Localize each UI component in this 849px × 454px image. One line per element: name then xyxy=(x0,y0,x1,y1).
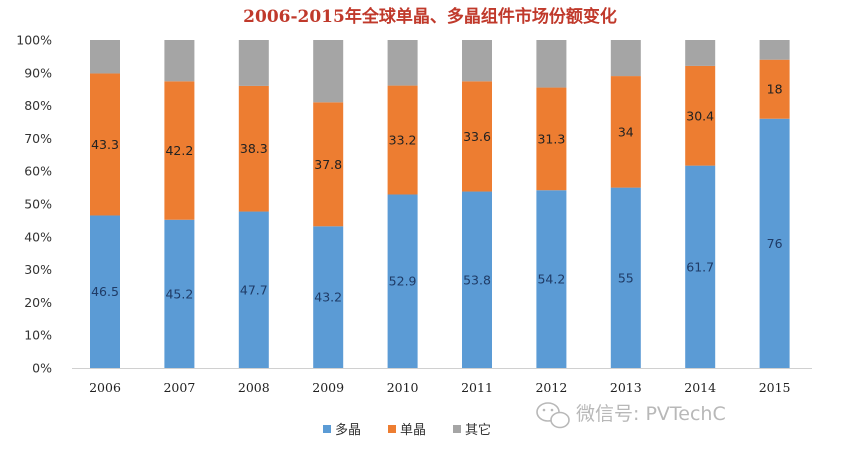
data-label: 33.6 xyxy=(463,129,491,144)
data-label: 42.2 xyxy=(165,143,193,158)
data-label: 34 xyxy=(618,124,634,139)
bar-segment xyxy=(387,40,418,86)
bar-segment xyxy=(238,211,269,368)
bar-segment xyxy=(759,40,790,60)
bars: 46.5 45.2 47.7 43.2 52.9 53.8 54.2 55 61.7 76 43.3… xyxy=(90,40,790,368)
data-label: 38.3 xyxy=(240,141,268,156)
bar-segment xyxy=(759,118,790,368)
x-tick-label: 2011 xyxy=(461,380,493,395)
data-label: 33.2 xyxy=(389,133,417,148)
bar-segment xyxy=(610,40,641,77)
wechat-icon xyxy=(536,402,570,429)
y-tick-label: 80% xyxy=(24,98,52,113)
x-tick-label: 2008 xyxy=(238,380,270,395)
x-tick-label: 2007 xyxy=(163,380,195,395)
data-label: 54.2 xyxy=(537,272,565,287)
data-label: 61.7 xyxy=(686,259,714,274)
legend-label: 单晶 xyxy=(400,423,426,438)
data-label: 43.2 xyxy=(314,290,342,305)
y-tick-label: 60% xyxy=(24,164,52,179)
data-label: 31.3 xyxy=(537,131,565,146)
watermark: 微信号: PVTechC xyxy=(536,402,726,429)
bar-segment xyxy=(536,87,567,191)
bar-segment xyxy=(462,191,492,368)
legend-swatch xyxy=(323,425,331,433)
data-label: 47.7 xyxy=(240,282,268,297)
legend-swatch xyxy=(388,425,396,433)
bar-segment xyxy=(610,76,641,188)
bar-segment xyxy=(536,190,567,368)
y-tick-label: 70% xyxy=(24,131,52,146)
y-tick-label: 40% xyxy=(24,229,52,244)
legend-label: 其它 xyxy=(465,422,491,438)
bar-segment xyxy=(610,187,641,368)
y-tick-label: 30% xyxy=(24,262,52,277)
bar-segment xyxy=(313,40,344,103)
y-tick-label: 20% xyxy=(24,295,52,310)
bar-segment xyxy=(387,194,418,368)
x-tick-label: 2015 xyxy=(759,380,791,395)
y-axis: 0% 10% 20% 30% 40% 50% 60% 70% 80% 90% 100% xyxy=(16,33,52,376)
bar-segment xyxy=(164,40,195,82)
y-tick-label: 90% xyxy=(24,65,52,80)
bar-segment xyxy=(685,65,716,166)
bar-segment xyxy=(462,40,492,82)
data-label: 43.3 xyxy=(91,137,119,152)
x-tick-label: 2010 xyxy=(387,380,419,395)
bar-segment xyxy=(313,102,344,227)
data-label: 53.8 xyxy=(463,272,491,287)
x-tick-label: 2014 xyxy=(684,380,716,395)
data-label: 18 xyxy=(767,82,783,97)
data-label: 45.2 xyxy=(165,286,193,301)
data-label: 37.8 xyxy=(314,157,342,172)
bar-segment xyxy=(90,73,120,216)
bar-segment xyxy=(759,59,790,119)
legend-label: 多晶 xyxy=(335,422,361,438)
y-tick-label: 0% xyxy=(32,361,52,376)
y-tick-label: 10% xyxy=(24,328,52,343)
y-tick-label: 50% xyxy=(24,197,52,212)
bar-segment xyxy=(387,85,418,195)
bar-segment xyxy=(164,81,195,220)
data-label: 46.5 xyxy=(91,284,119,299)
chart-title: 2006-2015年全球单晶、多晶组件市场份额变化 xyxy=(243,6,617,27)
data-label: 55 xyxy=(618,270,634,285)
x-tick-label: 2013 xyxy=(610,380,642,395)
legend-swatch xyxy=(453,425,461,433)
x-tick-label: 2009 xyxy=(312,380,344,395)
bar-segment xyxy=(90,215,120,368)
data-label: 52.9 xyxy=(389,274,417,289)
bar-segment xyxy=(536,40,567,88)
bar-segment xyxy=(238,85,269,212)
legend: 多晶 单晶 其它 xyxy=(323,422,491,438)
x-tick-label: 2006 xyxy=(89,380,121,395)
x-tick-label: 2012 xyxy=(535,380,567,395)
bar-segment xyxy=(164,219,195,368)
data-label: 30.4 xyxy=(686,108,714,123)
bar-segment xyxy=(685,40,716,66)
bar-segment xyxy=(313,226,344,368)
x-axis: 2006 2007 2008 2009 2010 2011 2012 2013 2014 2015 xyxy=(72,368,812,395)
data-label: 76 xyxy=(767,236,783,251)
watermark-text: 微信号: PVTechC xyxy=(576,403,726,425)
y-tick-label: 100% xyxy=(16,33,52,48)
bar-segment xyxy=(462,81,492,192)
bar-segment xyxy=(685,165,716,368)
bar-segment xyxy=(90,40,120,74)
bar-segment xyxy=(238,40,269,86)
